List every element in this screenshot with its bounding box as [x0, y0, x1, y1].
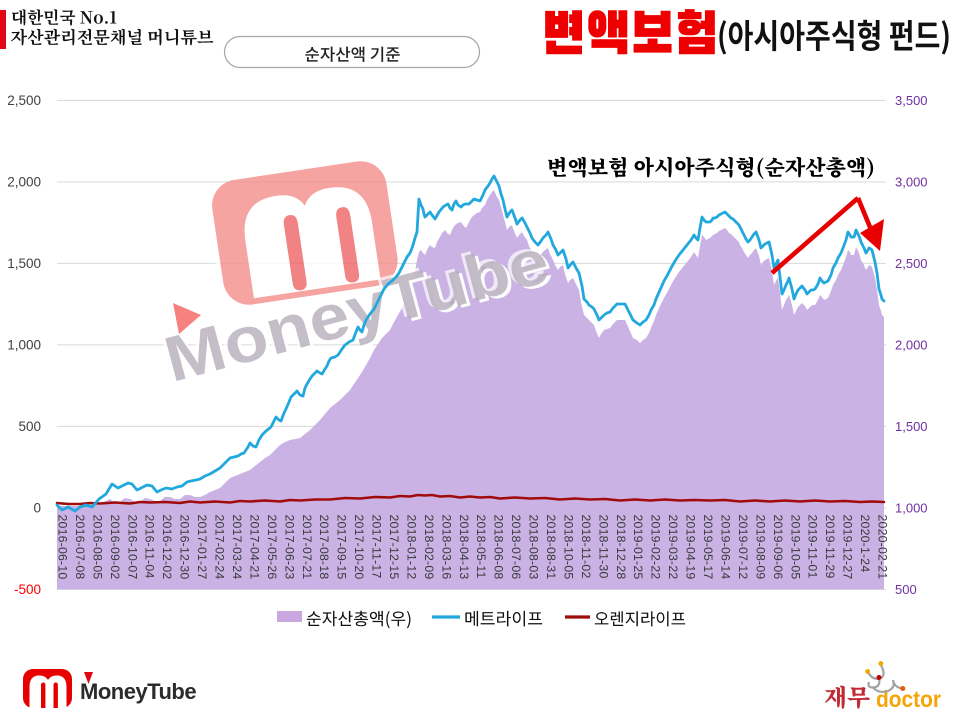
svg-text:2019-09-06: 2019-09-06	[771, 515, 785, 580]
svg-text:2017-04-21: 2017-04-21	[247, 515, 261, 580]
svg-text:2019-08-09: 2019-08-09	[753, 515, 767, 580]
svg-text:2016-12-30: 2016-12-30	[178, 515, 192, 580]
svg-text:2019-03-22: 2019-03-22	[666, 515, 680, 580]
svg-text:2017-03-24: 2017-03-24	[230, 515, 244, 580]
svg-text:1,500: 1,500	[7, 256, 41, 271]
svg-text:2019-11-01: 2019-11-01	[806, 515, 820, 579]
svg-text:2019-06-14: 2019-06-14	[719, 515, 733, 580]
svg-text:2017-07-21: 2017-07-21	[300, 515, 314, 580]
svg-text:2018-01-12: 2018-01-12	[404, 515, 418, 580]
svg-text:2017-06-23: 2017-06-23	[282, 515, 296, 580]
svg-text:3,500: 3,500	[895, 93, 928, 108]
svg-text:2,500: 2,500	[895, 256, 928, 271]
svg-text:2017-01-27: 2017-01-27	[195, 515, 209, 580]
svg-text:2018-11-02: 2018-11-02	[579, 515, 593, 579]
svg-text:2018-06-08: 2018-06-08	[492, 515, 506, 580]
svg-text:500: 500	[18, 419, 41, 434]
svg-text:2,500: 2,500	[7, 93, 41, 108]
svg-text:2017-02-24: 2017-02-24	[213, 515, 227, 580]
svg-text:2020-02-21: 2020-02-21	[876, 515, 890, 580]
svg-text:2018-05-11: 2018-05-11	[474, 515, 488, 579]
svg-text:2,000: 2,000	[7, 174, 41, 189]
svg-text:0: 0	[33, 500, 41, 515]
svg-text:1,000: 1,000	[895, 500, 928, 515]
svg-text:2017-05-26: 2017-05-26	[265, 515, 279, 580]
svg-text:2017-12-15: 2017-12-15	[387, 515, 401, 580]
svg-text:MoneyTube: MoneyTube	[80, 679, 196, 704]
svg-text:2017-11-17: 2017-11-17	[370, 515, 384, 579]
svg-text:2018-04-13: 2018-04-13	[457, 515, 471, 580]
svg-text:2016-08-05: 2016-08-05	[90, 515, 104, 580]
svg-text:2018-11-30: 2018-11-30	[596, 515, 610, 579]
svg-text:2019-12-27: 2019-12-27	[841, 515, 855, 580]
svg-text:2018-02-09: 2018-02-09	[422, 515, 436, 580]
svg-text:2020-1-24: 2020-1-24	[858, 515, 872, 573]
svg-text:2019-11-29: 2019-11-29	[823, 515, 837, 579]
svg-text:2019-10-05: 2019-10-05	[788, 515, 802, 580]
svg-text:2016-06-10: 2016-06-10	[56, 515, 70, 580]
svg-text:2,000: 2,000	[895, 337, 928, 352]
svg-text:2016-09-02: 2016-09-02	[108, 515, 122, 580]
svg-text:2017-08-18: 2017-08-18	[317, 515, 331, 580]
svg-text:1,500: 1,500	[895, 419, 928, 434]
svg-text:2017-10-20: 2017-10-20	[352, 515, 366, 580]
svg-text:2017-09-15: 2017-09-15	[335, 515, 349, 580]
svg-text:2018-08-03: 2018-08-03	[527, 515, 541, 580]
svg-text:2018-10-05: 2018-10-05	[562, 515, 576, 580]
svg-text:2016-10-07: 2016-10-07	[125, 515, 139, 580]
svg-text:2016-11-04: 2016-11-04	[143, 515, 157, 579]
svg-text:2018-03-16: 2018-03-16	[439, 515, 453, 580]
svg-text:2019-04-19: 2019-04-19	[684, 515, 698, 580]
svg-text:1,000: 1,000	[7, 337, 41, 352]
svg-text:2019-02-22: 2019-02-22	[649, 515, 663, 580]
svg-text:2016-12-02: 2016-12-02	[160, 515, 174, 580]
svg-text:2016-07-08: 2016-07-08	[73, 515, 87, 580]
svg-text:2018-07-06: 2018-07-06	[509, 515, 523, 580]
svg-text:2019-01-25: 2019-01-25	[631, 515, 645, 580]
svg-text:500: 500	[895, 582, 917, 597]
svg-text:2019-07-12: 2019-07-12	[736, 515, 750, 580]
svg-text:doctor: doctor	[876, 686, 941, 712]
svg-text:2018-08-31: 2018-08-31	[544, 515, 558, 580]
svg-text:2019-05-17: 2019-05-17	[701, 515, 715, 580]
svg-text:3,000: 3,000	[895, 174, 928, 189]
svg-text:-500: -500	[14, 582, 41, 597]
svg-text:2018-12-28: 2018-12-28	[614, 515, 628, 580]
